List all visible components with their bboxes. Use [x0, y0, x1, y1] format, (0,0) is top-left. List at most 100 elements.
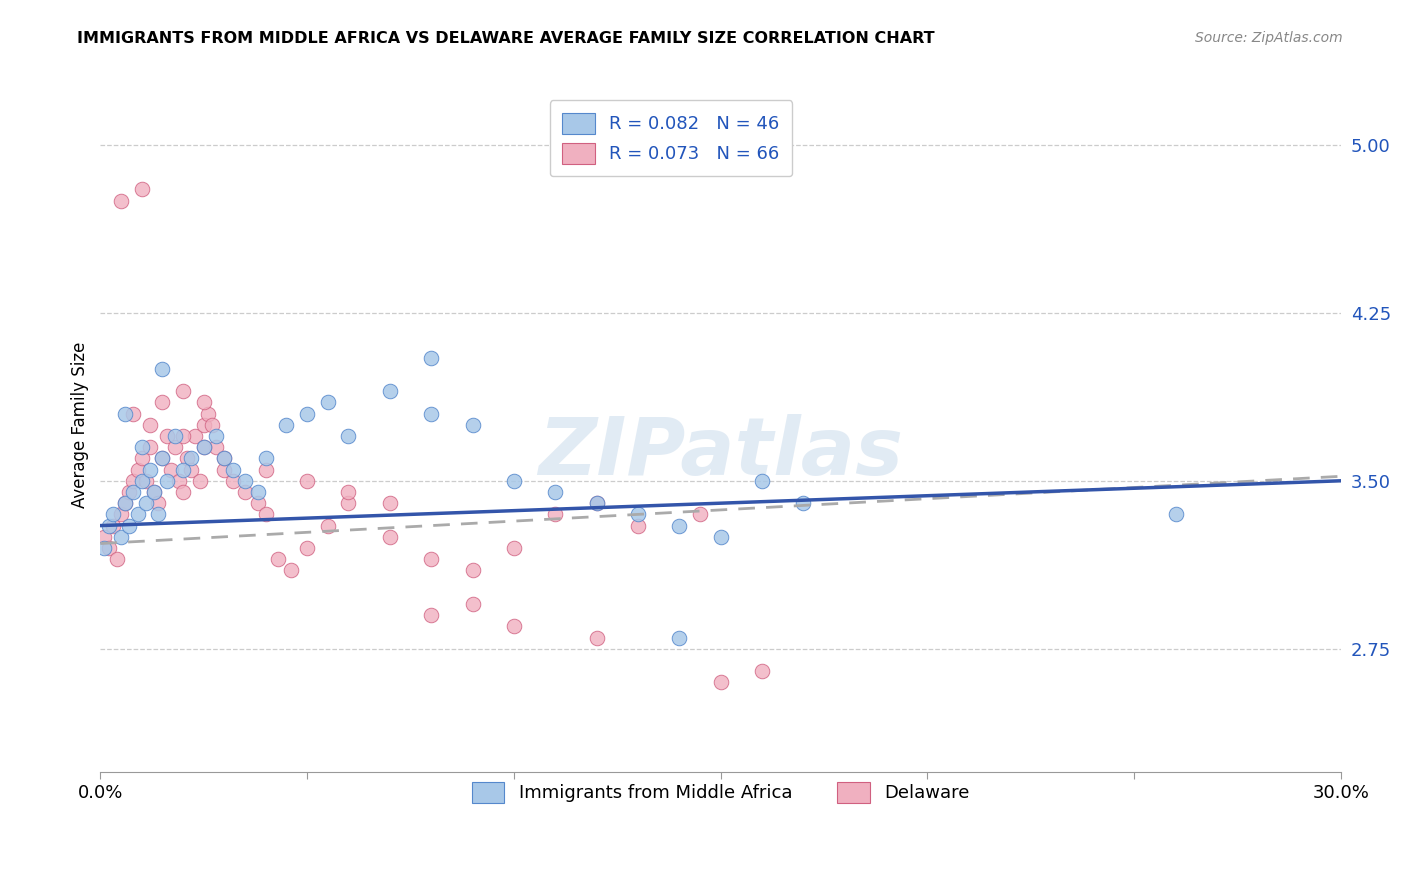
Point	[214, 451, 236, 466]
Point	[710, 530, 733, 544]
Point	[378, 530, 401, 544]
Point	[214, 462, 236, 476]
Point	[295, 541, 318, 555]
Point	[159, 462, 181, 476]
Point	[316, 395, 339, 409]
Point	[131, 182, 153, 196]
Point	[148, 508, 170, 522]
Point	[172, 429, 194, 443]
Point	[127, 508, 149, 522]
Point	[503, 619, 526, 633]
Point	[295, 407, 318, 421]
Point	[378, 496, 401, 510]
Point	[627, 518, 650, 533]
Point	[205, 440, 228, 454]
Point	[180, 451, 202, 466]
Point	[337, 496, 360, 510]
Point	[197, 407, 219, 421]
Point	[420, 552, 443, 566]
Point	[172, 462, 194, 476]
Point	[131, 440, 153, 454]
Point	[585, 631, 607, 645]
Point	[155, 474, 177, 488]
Point	[254, 451, 277, 466]
Point	[110, 508, 132, 522]
Point	[155, 429, 177, 443]
Point	[544, 485, 567, 500]
Point	[135, 496, 157, 510]
Point	[233, 474, 256, 488]
Point	[118, 485, 141, 500]
Point	[110, 530, 132, 544]
Text: ZIPatlas: ZIPatlas	[538, 414, 903, 491]
Point	[246, 496, 269, 510]
Point	[193, 440, 215, 454]
Text: Source: ZipAtlas.com: Source: ZipAtlas.com	[1195, 31, 1343, 45]
Point	[114, 496, 136, 510]
Point	[205, 429, 228, 443]
Point	[337, 485, 360, 500]
Point	[184, 429, 207, 443]
Point	[461, 597, 484, 611]
Point	[420, 407, 443, 421]
Point	[122, 407, 145, 421]
Point	[114, 496, 136, 510]
Point	[201, 417, 224, 432]
Point	[122, 485, 145, 500]
Point	[150, 451, 173, 466]
Point	[246, 485, 269, 500]
Point	[276, 417, 298, 432]
Point	[93, 541, 115, 555]
Point	[143, 485, 166, 500]
Point	[131, 474, 153, 488]
Point	[751, 474, 773, 488]
Point	[221, 474, 243, 488]
Point	[544, 508, 567, 522]
Point	[127, 462, 149, 476]
Point	[792, 496, 814, 510]
Point	[101, 518, 124, 533]
Point	[150, 451, 173, 466]
Point	[316, 518, 339, 533]
Point	[114, 407, 136, 421]
Point	[97, 541, 120, 555]
Point	[110, 194, 132, 208]
Point	[139, 440, 162, 454]
Point	[172, 384, 194, 399]
Point	[139, 462, 162, 476]
Point	[585, 496, 607, 510]
Point	[233, 485, 256, 500]
Point	[97, 518, 120, 533]
Point	[163, 440, 186, 454]
Point	[689, 508, 711, 522]
Point	[193, 440, 215, 454]
Point	[503, 474, 526, 488]
Point	[148, 496, 170, 510]
Point	[337, 429, 360, 443]
Point	[420, 351, 443, 365]
Point	[122, 474, 145, 488]
Point	[751, 665, 773, 679]
Point	[280, 563, 302, 577]
Point	[710, 675, 733, 690]
Point	[176, 451, 198, 466]
Point	[461, 417, 484, 432]
Point	[188, 474, 211, 488]
Point	[150, 361, 173, 376]
Point	[254, 508, 277, 522]
Point	[254, 462, 277, 476]
Point	[1164, 508, 1187, 522]
Point	[150, 395, 173, 409]
Point	[135, 474, 157, 488]
Point	[627, 508, 650, 522]
Point	[180, 462, 202, 476]
Point	[172, 485, 194, 500]
Point	[668, 631, 690, 645]
Point	[214, 451, 236, 466]
Text: IMMIGRANTS FROM MIDDLE AFRICA VS DELAWARE AVERAGE FAMILY SIZE CORRELATION CHART: IMMIGRANTS FROM MIDDLE AFRICA VS DELAWAR…	[77, 31, 935, 46]
Point	[668, 518, 690, 533]
Point	[503, 541, 526, 555]
Point	[295, 474, 318, 488]
Point	[420, 608, 443, 623]
Point	[118, 518, 141, 533]
